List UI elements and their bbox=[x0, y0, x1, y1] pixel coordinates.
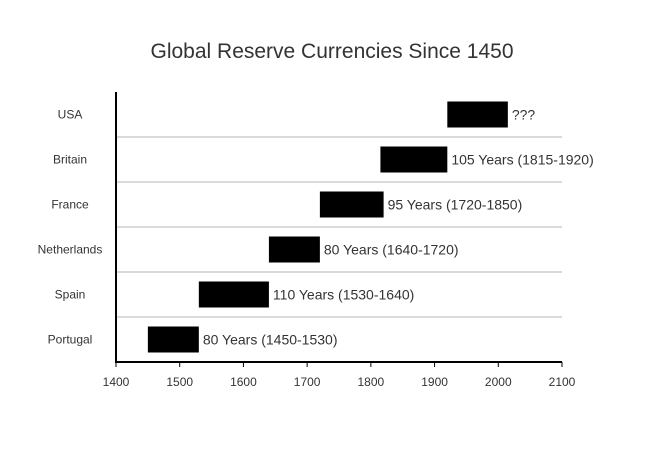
category-label: Spain bbox=[55, 288, 86, 302]
data-label: 110 Years (1530-1640) bbox=[273, 287, 414, 303]
category-label: France bbox=[51, 198, 89, 212]
x-tick-label: 1500 bbox=[166, 375, 193, 389]
data-label: ??? bbox=[512, 107, 536, 123]
x-tick-label: 2000 bbox=[485, 375, 512, 389]
category-label: USA bbox=[58, 108, 83, 122]
data-label: 105 Years (1815-1920) bbox=[451, 152, 593, 168]
timeline-bar bbox=[447, 101, 508, 128]
timeline-bar bbox=[268, 236, 320, 263]
category-label: Portugal bbox=[48, 333, 93, 347]
chart-title: Global Reserve Currencies Since 1450 bbox=[150, 40, 514, 63]
x-tick-label: 1800 bbox=[358, 375, 385, 389]
x-tick-label: 1900 bbox=[421, 375, 448, 389]
x-tick-label: 1400 bbox=[103, 375, 130, 389]
data-label: 95 Years (1720-1850) bbox=[388, 197, 523, 213]
data-label: 80 Years (1450-1530) bbox=[203, 332, 338, 348]
timeline-bar bbox=[198, 281, 269, 308]
timeline-bar bbox=[147, 326, 199, 353]
x-tick-label: 2100 bbox=[549, 375, 576, 389]
x-tick-label: 1600 bbox=[230, 375, 257, 389]
data-label: 80 Years (1640-1720) bbox=[324, 242, 459, 258]
x-tick-label: 1700 bbox=[294, 375, 321, 389]
category-label: Netherlands bbox=[38, 243, 103, 257]
category-label: Britain bbox=[53, 153, 87, 167]
timeline-bar bbox=[380, 146, 448, 173]
timeline-bar bbox=[319, 191, 384, 218]
